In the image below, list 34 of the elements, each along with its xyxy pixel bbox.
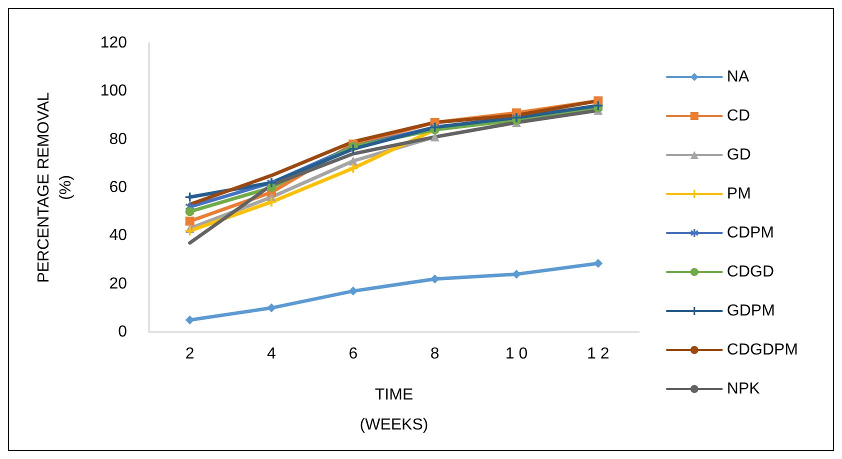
x-tick-label: 1 0 <box>505 346 528 362</box>
point <box>267 303 276 312</box>
point <box>185 216 194 226</box>
legend-label: PM <box>726 186 751 202</box>
point <box>594 258 603 268</box>
x-tick-label: 4 <box>267 346 276 362</box>
legend-label: CD <box>726 108 750 124</box>
y-tick-label: 0 <box>118 324 128 340</box>
y-tick-label: 20 <box>109 275 128 292</box>
point <box>185 226 194 236</box>
legend-label: GD <box>726 146 751 164</box>
y-tick-label: 40 <box>109 227 128 244</box>
legend-label: CDPM <box>726 224 774 242</box>
legend-label: GDPM <box>726 302 775 320</box>
y-tick-label: 120 <box>100 34 128 52</box>
y-tick-label: 100 <box>100 82 128 100</box>
chart-frame: PERCENTAGE REMOVAL (%) TIME (WEEKS) 0 20 40 60 80 100 120 2 4 6 8 1 0 1 2 NA CD GD PM CDPM CDGD GDPM CDGDPM NPK <box>8 8 834 451</box>
x-axis-title: TIME (WEEKS) <box>360 386 428 434</box>
legend-label: CDGDPM <box>726 342 798 358</box>
point <box>185 207 194 216</box>
x-tick-label: 8 <box>430 346 440 362</box>
point <box>185 315 194 324</box>
legend-label: NA <box>726 68 750 86</box>
legend-label: NPK <box>726 380 760 398</box>
point <box>348 156 358 166</box>
legend-label: CDGD <box>726 264 774 280</box>
y-axis-title: PERCENTAGE REMOVAL (%) <box>36 92 74 283</box>
point <box>512 270 521 279</box>
point <box>267 197 276 206</box>
x-tick-label: 1 2 <box>587 346 610 362</box>
y-tick-label: 60 <box>109 179 128 196</box>
y-tick-label: 80 <box>109 130 128 148</box>
x-tick-label: 6 <box>348 346 358 362</box>
x-tick-label: 2 <box>185 346 194 362</box>
